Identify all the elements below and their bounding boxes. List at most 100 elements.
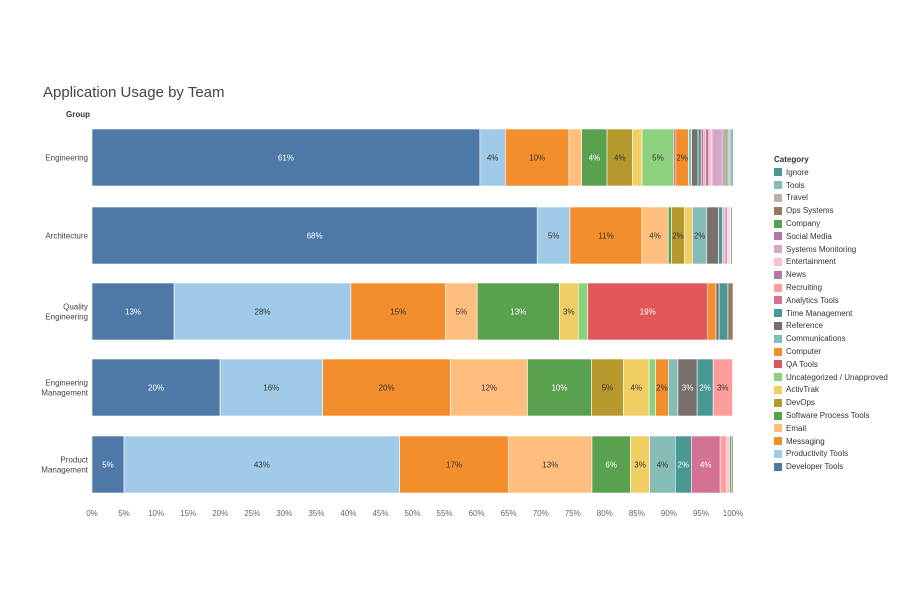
legend-label: Uncategorized / Unapproved [786, 372, 888, 382]
legend-item-devops[interactable]: DevOps [774, 396, 888, 409]
bar-segment-time-management [718, 206, 723, 265]
bar-segment-communications [649, 435, 676, 494]
bar-segment-email [641, 206, 669, 265]
data-label: 2% [694, 232, 706, 241]
legend-swatch [774, 373, 782, 382]
bar-segment-activtrak [623, 358, 650, 417]
data-label: 68% [307, 232, 323, 241]
bar-segment-productivity-tools [123, 435, 400, 494]
bar-segment-analytics-tools [691, 435, 721, 494]
data-label: 2% [678, 461, 690, 470]
legend-item-systems-monitoring[interactable]: Systems Monitoring [774, 243, 888, 256]
bar-segment-travel [732, 206, 734, 265]
bar-segment-reference [715, 282, 720, 341]
legend-title: Category [774, 155, 809, 164]
bar-segment-reference [691, 128, 699, 187]
data-label: 2% [656, 384, 668, 393]
data-label: 5% [456, 308, 468, 317]
legend-label: Analytics Tools [786, 295, 839, 305]
bar-segment-entertainment [726, 435, 731, 494]
data-label: 2% [699, 384, 711, 393]
bar-segment-activtrak [632, 128, 643, 187]
x-tick-label: 50% [404, 509, 420, 518]
legend-item-time-management[interactable]: Time Management [774, 307, 888, 320]
legend-item-news[interactable]: News [774, 268, 888, 281]
row-label: Architecture [45, 232, 88, 241]
legend-item-developer-tools[interactable]: Developer Tools [774, 460, 888, 473]
legend-label: Company [786, 219, 821, 229]
legend-swatch [774, 411, 782, 420]
bar-segment-news [705, 128, 710, 187]
bar-segment-software-process-tools [476, 282, 560, 341]
legend-swatch [774, 206, 782, 215]
data-label: 16% [263, 384, 279, 393]
data-label: 4% [487, 154, 499, 163]
bar-segment-software-process-tools [667, 206, 672, 265]
bar-segment-developer-tools [91, 128, 481, 187]
data-label: 6% [605, 461, 617, 470]
bar-segment-software-process-tools [527, 358, 592, 417]
legend-swatch [774, 193, 782, 202]
x-tick-label: 15% [180, 509, 196, 518]
legend-label: Social Media [786, 231, 832, 241]
data-label: 4% [614, 154, 626, 163]
legend-item-analytics-tools[interactable]: Analytics Tools [774, 294, 888, 307]
legend-item-ops-systems[interactable]: Ops Systems [774, 204, 888, 217]
legend-swatch [774, 462, 782, 471]
legend-item-communications[interactable]: Communications [774, 332, 888, 345]
legend-item-uncategorized-unapproved[interactable]: Uncategorized / Unapproved [774, 371, 888, 384]
legend-label: Email [786, 423, 807, 433]
legend-swatch [774, 296, 782, 305]
legend-item-travel[interactable]: Travel [774, 192, 888, 205]
legend-item-qa-tools[interactable]: QA Tools [774, 358, 888, 371]
bar-segment-recruiting [719, 435, 727, 494]
legend-item-activtrak[interactable]: ActivTrak [774, 384, 888, 397]
legend-swatch [774, 283, 782, 292]
legend-item-tools[interactable]: Tools [774, 179, 888, 192]
x-tick-label: 25% [244, 509, 260, 518]
bar-segment-developer-tools [91, 282, 175, 341]
legend-item-recruiting[interactable]: Recruiting [774, 281, 888, 294]
bar-segment-software-process-tools [581, 128, 608, 187]
bar-segment-activtrak [684, 206, 693, 265]
data-label: 4% [589, 154, 601, 163]
bar-segment-uncategorized-unapproved [577, 282, 589, 341]
legend-item-company[interactable]: Company [774, 217, 888, 230]
legend-item-ignore[interactable]: Ignore [774, 166, 888, 179]
data-label: 13% [542, 461, 558, 470]
data-label: 3% [563, 308, 575, 317]
legend-item-entertainment[interactable]: Entertainment [774, 256, 888, 269]
legend-label: Entertainment [786, 257, 836, 267]
legend-item-social-media[interactable]: Social Media [774, 230, 888, 243]
legend-item-software-process-tools[interactable]: Software Process Tools [774, 409, 888, 422]
legend-label: Developer Tools [786, 462, 844, 472]
data-label: 19% [640, 308, 656, 317]
x-tick-label: 20% [212, 509, 228, 518]
legend-item-reference[interactable]: Reference [774, 320, 888, 333]
data-label: 20% [148, 384, 164, 393]
legend-item-productivity-tools[interactable]: Productivity Tools [774, 448, 888, 461]
x-tick-label: 75% [565, 509, 581, 518]
legend-label: Travel [786, 193, 808, 203]
data-label: 28% [255, 308, 271, 317]
row-label: Product Management [41, 456, 88, 475]
data-label: 20% [379, 384, 395, 393]
legend-swatch [774, 449, 782, 458]
legend-item-messaging[interactable]: Messaging [774, 435, 888, 448]
legend-swatch [774, 334, 782, 343]
legend-label: ActivTrak [786, 385, 820, 395]
x-tick-label: 30% [276, 509, 292, 518]
bar-segment-ops-systems [731, 435, 734, 494]
legend-label: Software Process Tools [786, 411, 870, 421]
bar-segment-messaging [569, 206, 643, 265]
bar-segment-qa-tools [587, 282, 709, 341]
data-label: 4% [631, 384, 643, 393]
legend-item-email[interactable]: Email [774, 422, 888, 435]
data-label: 61% [278, 154, 294, 163]
bar-segment-ops-systems [727, 282, 734, 341]
legend-swatch [774, 270, 782, 279]
legend-item-computer[interactable]: Computer [774, 345, 888, 358]
legend-label: News [786, 270, 807, 280]
bar-segment-software-process-tools [591, 435, 631, 494]
bar-segment-uncategorized-unapproved [648, 358, 656, 417]
